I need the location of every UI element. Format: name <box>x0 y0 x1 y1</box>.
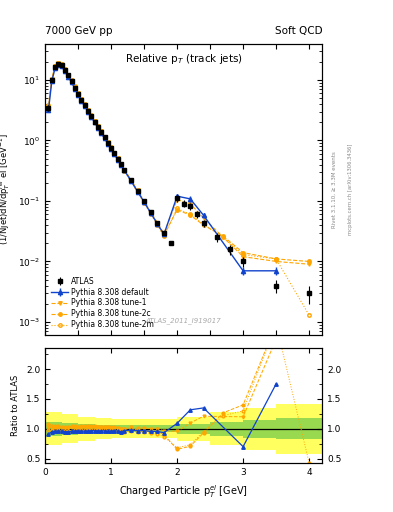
Text: 7000 GeV pp: 7000 GeV pp <box>45 26 113 36</box>
Text: Relative p$_T$ (track jets): Relative p$_T$ (track jets) <box>125 52 243 66</box>
X-axis label: Charged Particle p$^{el}_{T}$ [GeV]: Charged Particle p$^{el}_{T}$ [GeV] <box>119 483 248 500</box>
Text: ATLAS_2011_I919017: ATLAS_2011_I919017 <box>146 317 222 324</box>
Text: Soft QCD: Soft QCD <box>275 26 322 36</box>
Text: mcplots.cern.ch [arXiv:1306.3436]: mcplots.cern.ch [arXiv:1306.3436] <box>348 144 353 235</box>
Y-axis label: Ratio to ATLAS: Ratio to ATLAS <box>11 375 20 436</box>
Legend: ATLAS, Pythia 8.308 default, Pythia 8.308 tune-1, Pythia 8.308 tune-2c, Pythia 8: ATLAS, Pythia 8.308 default, Pythia 8.30… <box>49 274 156 332</box>
Text: Rivet 3.1.10, ≥ 3.3M events: Rivet 3.1.10, ≥ 3.3M events <box>332 151 337 228</box>
Y-axis label: (1/Njet)dN/dp$^{rel}_{T}$ el [GeV$^{-1}$]: (1/Njet)dN/dp$^{rel}_{T}$ el [GeV$^{-1}$… <box>0 134 13 245</box>
